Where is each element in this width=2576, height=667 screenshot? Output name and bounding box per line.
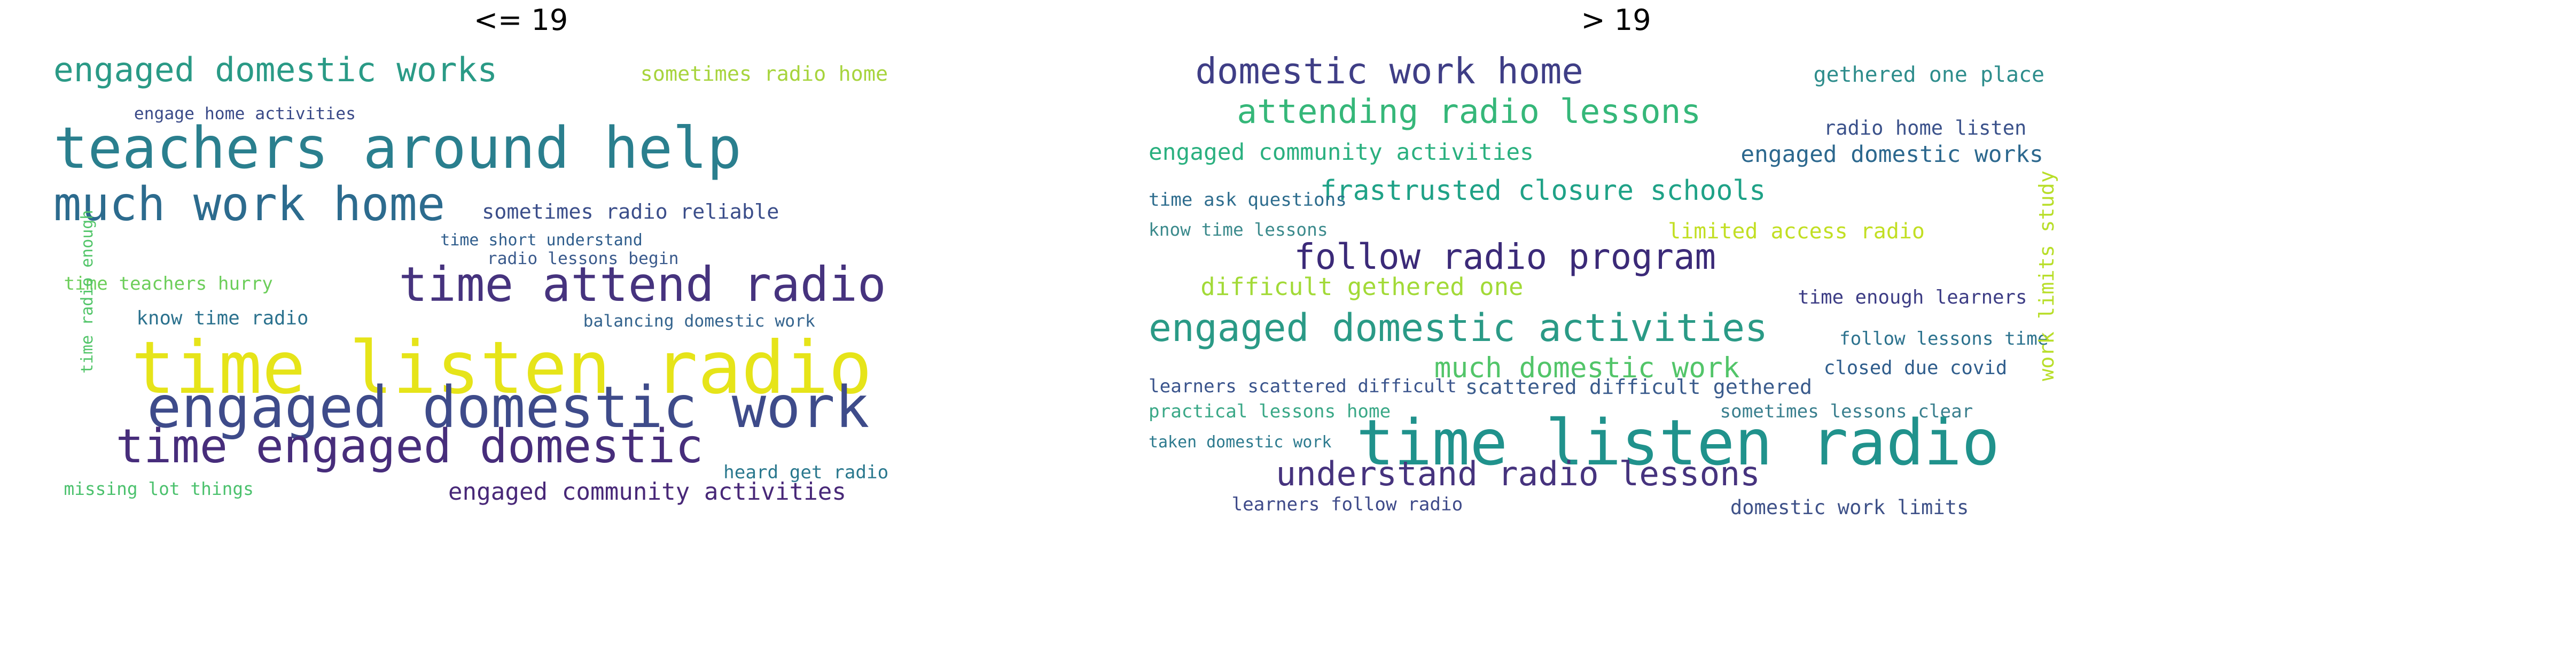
right-panel: > 19 domestic work home attending radio …	[1095, 0, 2576, 667]
word: limited access radio	[1668, 219, 1925, 244]
word: taken domestic work	[1149, 433, 1332, 452]
word: time attend radio	[399, 257, 886, 313]
word: scattered difficult gethered	[1465, 375, 1813, 400]
word: time teachers hurry	[64, 273, 273, 294]
word: domestic work limits	[1730, 495, 1969, 519]
word: frastrusted closure schools	[1320, 174, 1766, 207]
left-word-cloud: engaged domestic works sometimes radio h…	[53, 53, 988, 529]
word: much work home	[53, 176, 446, 231]
word: know time lessons	[1149, 219, 1328, 240]
word: sometimes radio home	[640, 61, 888, 86]
word: time ask questions	[1149, 189, 1347, 211]
word: time engaged domestic	[115, 418, 704, 474]
word: attending radio lessons	[1237, 92, 1701, 131]
word: time enough learners	[1798, 286, 2027, 308]
word: follow radio program	[1294, 237, 1716, 278]
word: radio home listen	[1823, 117, 2027, 140]
word: time listen radio	[1356, 406, 2000, 480]
word: missing lot things	[64, 478, 254, 499]
word: gethered one place	[1813, 63, 2045, 88]
word: practical lessons home	[1149, 400, 1391, 422]
word: domestic work home	[1195, 53, 1583, 92]
word: time radio enough	[77, 210, 97, 374]
left-panel-title: <= 19	[473, 3, 568, 37]
word: understand radio lessons	[1276, 454, 1760, 493]
word: much domestic work	[1434, 352, 1740, 385]
word: closed due covid	[1823, 356, 2008, 379]
word: engaged domestic activities	[1149, 305, 1768, 350]
word: know time radio	[136, 307, 309, 329]
word: sometimes radio reliable	[482, 200, 779, 224]
word: learners follow radio	[1231, 494, 1463, 516]
word: work limits study	[2034, 170, 2059, 382]
word: engaged domestic works	[1740, 141, 2043, 168]
word: engaged domestic works	[53, 53, 498, 89]
word: learners scattered difficult	[1149, 376, 1457, 398]
word: engage home activities	[134, 104, 356, 124]
word: sometimes lessons clear	[1720, 400, 1973, 422]
word: balancing domestic work	[583, 312, 815, 331]
word: engaged community activities	[448, 478, 847, 506]
word: time listen radio	[131, 325, 872, 410]
word: engaged domestic work	[147, 374, 870, 441]
word: engaged community activities	[1149, 139, 1534, 166]
right-panel-title: > 19	[1581, 3, 1651, 37]
left-panel: <= 19 engaged domestic works sometimes r…	[0, 0, 1042, 667]
word: follow lessons time	[1839, 328, 2049, 350]
right-word-cloud: domestic work home attending radio lesso…	[1149, 53, 2083, 529]
word: teachers around help	[53, 115, 742, 182]
word: time short understand	[440, 231, 643, 250]
word: heard get radio	[723, 461, 889, 483]
word: radio lessons begin	[487, 249, 679, 269]
word: difficult gethered one	[1200, 272, 1524, 301]
